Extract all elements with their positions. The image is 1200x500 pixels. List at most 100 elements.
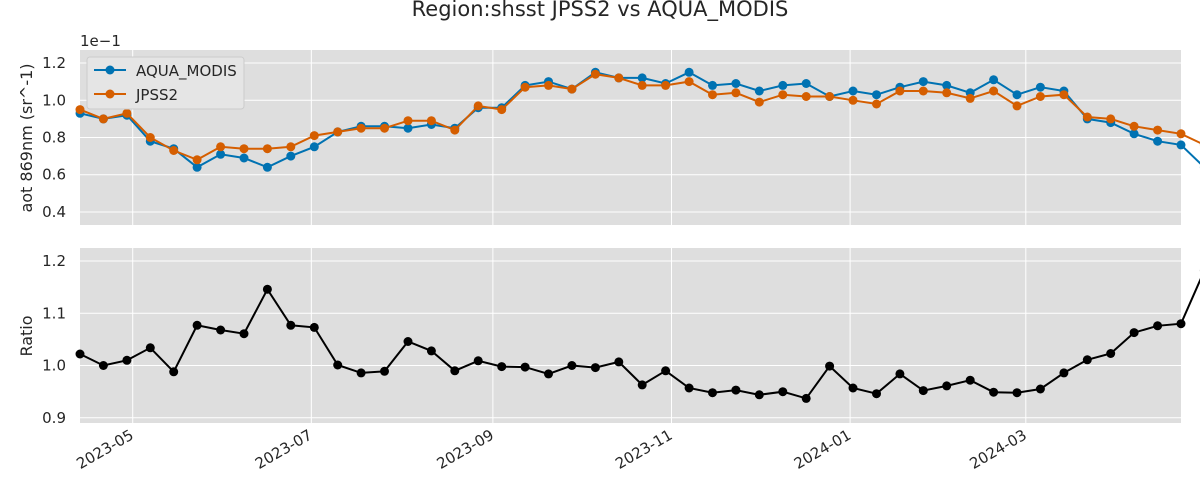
jpss2-point: [145, 133, 155, 142]
aqua-modis-point: [801, 79, 811, 88]
ratio-point: [356, 368, 366, 378]
jpss2-point: [872, 99, 881, 109]
jpss2-point: [426, 116, 436, 126]
jpss2-point: [169, 146, 179, 155]
aqua-modis-point: [239, 153, 249, 163]
jpss2-point: [333, 127, 343, 137]
ratio-point: [965, 375, 975, 385]
aqua-modis-point: [942, 80, 952, 90]
aqua-modis-point: [848, 86, 858, 96]
ratio-point: [684, 383, 694, 393]
jpss2-point: [708, 90, 717, 100]
aqua-modis-point: [1035, 82, 1045, 92]
jpss2-point: [1176, 129, 1186, 139]
ratio-point: [333, 360, 343, 370]
x-tick-label: 2023-11: [612, 426, 675, 473]
jpss2-point: [192, 155, 202, 165]
jpss2-point: [848, 95, 858, 105]
x-tick-label: 2023-09: [434, 426, 497, 473]
jpss2-point: [661, 80, 671, 90]
jpss2-point: [1012, 101, 1022, 111]
jpss2-point: [520, 82, 530, 92]
x-tick-label: 2024-01: [791, 426, 854, 473]
ratio-point: [403, 337, 413, 346]
jpss2-point: [825, 92, 835, 101]
ratio-point: [754, 390, 764, 400]
jpss2-point: [356, 123, 366, 133]
ratio-point: [895, 369, 905, 379]
ratio-point: [1153, 321, 1163, 331]
ratio-panel: 0.9 1.0 1.1 1.2 Ratio 2023-05 2023-07 2023-09…: [17, 248, 1200, 473]
ratio-y-tick-label: 1.1: [42, 304, 66, 322]
aqua-modis-point: [872, 90, 881, 100]
ratio-point: [122, 355, 132, 365]
jpss2-point: [684, 77, 694, 87]
aqua-modis-point: [1129, 129, 1139, 139]
aot-y-tick-label: 1.0: [42, 91, 66, 109]
aqua-modis-point: [1012, 90, 1022, 100]
jpss2-point: [286, 142, 296, 152]
jpss2-point: [637, 80, 647, 90]
jpss2-point: [1106, 114, 1116, 124]
ratio-point: [239, 329, 249, 339]
ratio-point: [778, 387, 788, 397]
aqua-modis-point: [1153, 136, 1163, 146]
ratio-y-tick-label: 1.0: [42, 357, 66, 375]
ratio-point: [544, 369, 553, 379]
aqua-modis-point: [216, 149, 226, 159]
aqua-modis-point: [637, 73, 647, 83]
jpss2-point: [403, 116, 413, 126]
aqua-modis-point: [684, 67, 694, 77]
jpss2-point: [450, 125, 460, 135]
ratio-point: [942, 381, 952, 391]
aot-y-tick-label: 0.4: [42, 203, 66, 221]
ratio-point: [450, 366, 460, 376]
jpss2-point: [1082, 112, 1092, 122]
ratio-point: [520, 362, 530, 372]
jpss2-point: [778, 90, 788, 100]
figure-title: Region:shsst JPSS2 vs AQUA_MODIS: [412, 0, 789, 22]
aot-y-tick-label: 0.8: [42, 129, 66, 147]
x-tick-label: 2023-07: [252, 426, 315, 473]
ratio-point: [872, 389, 881, 399]
ratio-point: [731, 385, 741, 395]
aot-panel: 0.4 0.6 0.8 1.0 1.2 1e−1 aot 869nm (sr^-1) A…: [17, 32, 1200, 225]
ratio-point: [661, 366, 671, 376]
aqua-modis-point: [754, 86, 764, 96]
ratio-point: [286, 320, 296, 330]
ratio-point: [169, 367, 179, 377]
ratio-point: [262, 284, 272, 294]
ratio-point: [75, 349, 85, 359]
jpss2-point: [754, 97, 764, 107]
aqua-modis-point: [262, 162, 272, 172]
jpss2-point: [801, 92, 811, 101]
jpss2-point: [497, 105, 507, 115]
jpss2-point: [75, 105, 85, 115]
ratio-point: [497, 362, 507, 372]
jpss2-point: [380, 123, 389, 133]
legend-frame: [86, 56, 245, 110]
ratio-point: [309, 322, 319, 332]
jpss2-point: [98, 114, 108, 124]
ratio-point: [145, 343, 155, 353]
jpss2-point: [122, 108, 132, 118]
jpss2-point: [895, 86, 905, 96]
jpss2-point: [614, 73, 624, 83]
ratio-point: [473, 356, 483, 366]
ratio-point: [380, 366, 389, 376]
legend-label-jpss2: JPSS2: [135, 86, 178, 104]
aot-y-tick-label: 0.6: [42, 166, 66, 184]
ratio-point: [567, 361, 577, 370]
x-tick-label: 2024-03: [967, 426, 1030, 473]
ratio-point: [825, 361, 835, 371]
jpss2-point: [989, 86, 999, 96]
ratio-y-tick-label: 0.9: [42, 409, 66, 427]
jpss2-point: [239, 144, 249, 154]
ratio-point: [801, 393, 811, 403]
jpss2-point: [567, 84, 577, 94]
jpss2-point: [942, 88, 952, 98]
ratio-point: [1082, 355, 1092, 365]
aqua-modis-point: [1176, 140, 1186, 150]
jpss2-point: [1035, 92, 1045, 101]
